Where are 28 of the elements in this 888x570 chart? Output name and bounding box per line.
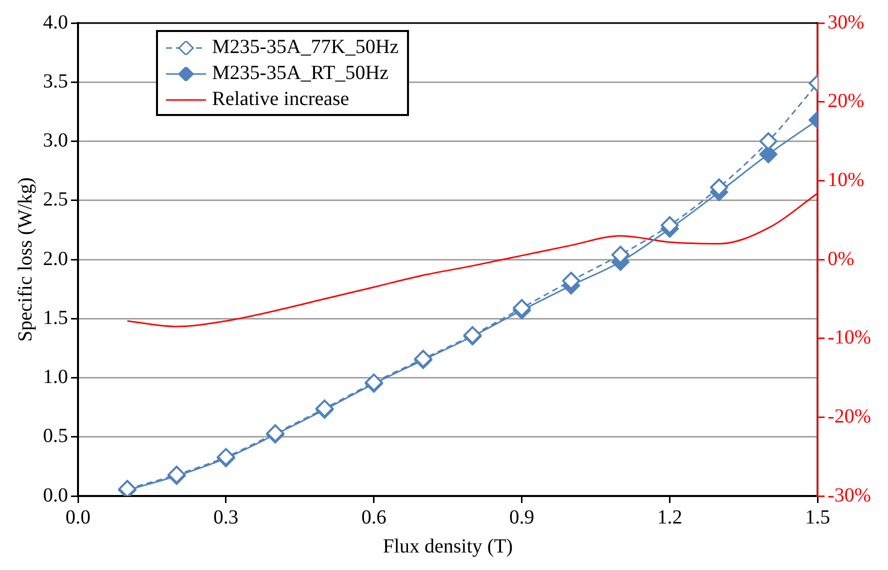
y2-tick-label: -10% [828,326,872,349]
legend-label: M235-35A_RT_50Hz [212,62,389,84]
x-tick-label: 0.0 [66,506,90,528]
y2-tick-label: -20% [828,405,872,428]
y-tick-label: 3.5 [43,70,68,92]
x-tick-label: 0.9 [509,506,534,528]
legend-label: Relative increase [212,88,350,110]
y-tick-label: 0.5 [43,425,68,448]
y-tick-label: 3.0 [43,130,68,152]
x-axis-title: Flux density (T) [382,535,513,558]
x-tick-label: 0.3 [213,506,238,528]
y-tick-label: 1.5 [43,306,68,329]
x-tick-label: 1.5 [805,506,830,528]
y2-tick-label: 30% [828,11,864,34]
y2-tick-label: 10% [828,168,864,191]
x-tick-label: 1.2 [657,506,682,528]
y2-tick-label: -30% [828,484,872,506]
y-axis-title: Specific loss (W/kg) [14,177,36,342]
line-series [126,192,818,328]
y2-tick-label: 0% [828,248,854,270]
y-tick-label: 2.0 [43,248,68,270]
y-tick-label: 4.0 [43,11,68,34]
y-tick-label: 1.0 [43,366,68,388]
legend-label: M235-35A_77K_50Hz [212,36,399,58]
y2-tick-label: 20% [828,90,864,112]
x-tick-label: 0.6 [361,506,386,528]
y-tick-label: 2.5 [43,188,68,211]
y-tick-label: 0.0 [43,484,68,506]
